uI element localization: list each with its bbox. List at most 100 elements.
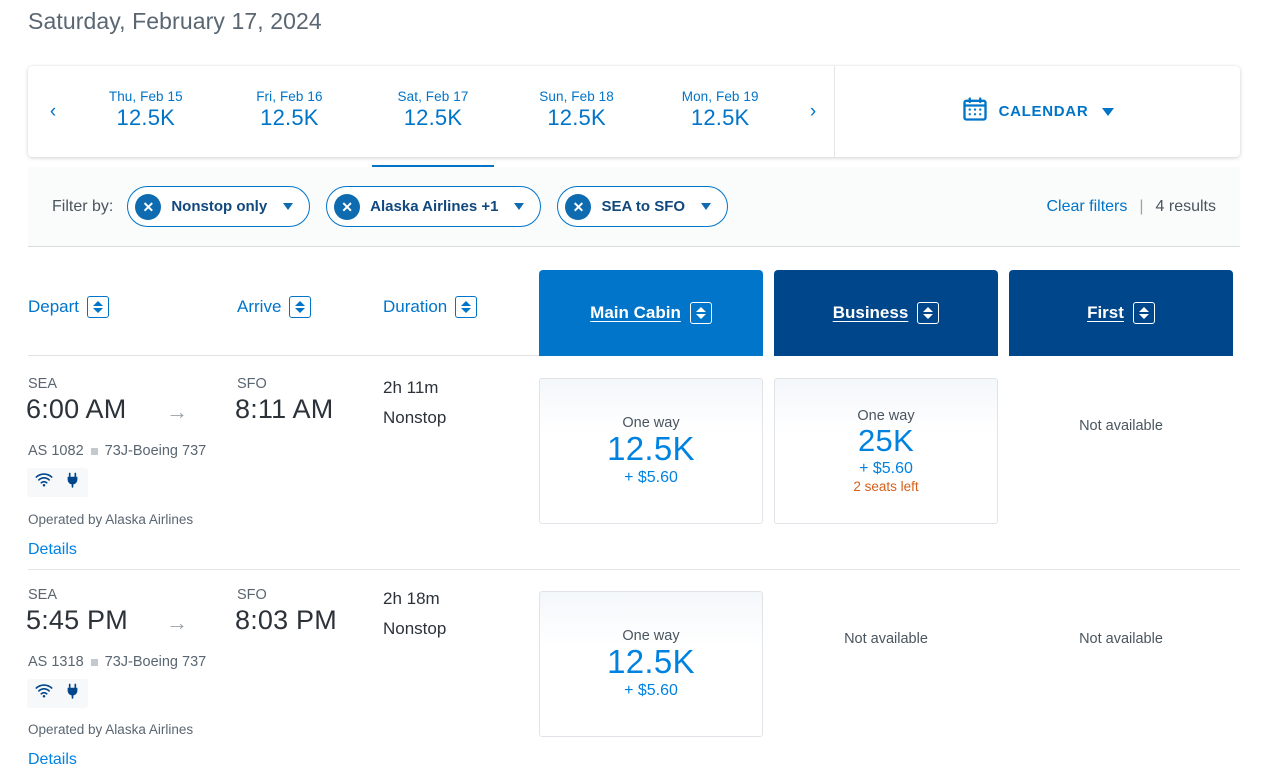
- fare-tax: + $5.60: [624, 468, 678, 486]
- column-header-main-cabin[interactable]: Main Cabin: [539, 270, 763, 356]
- column-header-business[interactable]: Business: [774, 270, 998, 356]
- flight-number: AS 1082: [28, 443, 84, 459]
- column-header-depart[interactable]: Depart: [28, 296, 110, 318]
- filter-chip-label: Nonstop only: [171, 198, 268, 215]
- amenities-list: [27, 679, 88, 708]
- table-row[interactable]: SEA 6:00 AM → SFO 8:11 AM 2h 11m Nonstop…: [0, 356, 1279, 569]
- fare-type: One way: [622, 628, 680, 645]
- close-circle-icon[interactable]: ✕: [135, 193, 162, 220]
- fare-card-business[interactable]: One way 25K + $5.60 2 seats left: [774, 378, 998, 524]
- flight-number-row: AS 1318 73J-Boeing 737: [28, 654, 206, 670]
- date-tab-price: 12.5K: [260, 104, 319, 130]
- chevron-right-icon[interactable]: ›: [809, 101, 817, 122]
- fare-miles: 12.5K: [607, 430, 695, 468]
- arrow-right-icon: →: [166, 610, 188, 635]
- caret-down-icon: [1102, 107, 1115, 116]
- clear-filters-link[interactable]: Clear filters: [1046, 197, 1128, 215]
- separator-dot-icon: [90, 447, 98, 455]
- date-tab-dow: Mon, Feb 19: [681, 88, 759, 104]
- calendar-button[interactable]: CALENDAR: [835, 66, 1240, 157]
- date-tab-thu-feb-15[interactable]: Thu, Feb 15 12.5K: [74, 66, 218, 157]
- sort-updown-icon[interactable]: [689, 302, 712, 324]
- date-tabs: Thu, Feb 15 12.5K Fri, Feb 16 12.5K Sat,…: [74, 66, 792, 157]
- date-tab-price: 12.5K: [403, 104, 463, 130]
- table-row[interactable]: SEA 5:45 PM → SFO 8:03 PM 2h 18m Nonstop…: [0, 569, 1279, 775]
- header-divider: [28, 355, 539, 356]
- arrive-time: 8:11 AM: [235, 394, 334, 424]
- flight-number-row: AS 1082 73J-Boeing 737: [28, 443, 206, 459]
- date-tab-mon-feb-19[interactable]: Mon, Feb 19 12.5K: [648, 66, 792, 157]
- amenities-list: [27, 468, 88, 497]
- fare-miles: 25K: [857, 423, 915, 459]
- filter-bar-actions: Clear filters | 4 results: [1046, 198, 1216, 216]
- date-strip-nav: ‹ Thu, Feb 15 12.5K Fri, Feb 16 12.5K Sa…: [28, 66, 835, 157]
- operated-by: Operated by Alaska Airlines: [28, 512, 194, 527]
- divider: |: [1139, 197, 1144, 215]
- filter-chip-label: SEA to SFO: [601, 198, 686, 215]
- fare-miles: 12.5K: [607, 643, 695, 681]
- sort-updown-icon[interactable]: [1132, 302, 1155, 324]
- seats-left-badge: 2 seats left: [853, 478, 919, 494]
- filter-chip-sea-to-sfo[interactable]: ✕ SEA to SFO: [557, 186, 729, 227]
- calendar-button-label: CALENDAR: [998, 103, 1089, 120]
- flight-duration: 2h 11m: [383, 378, 439, 397]
- date-strip-card: ‹ Thu, Feb 15 12.5K Fri, Feb 16 12.5K Sa…: [28, 66, 1240, 157]
- arrive-airport: SFO: [237, 376, 267, 392]
- fare-tax: + $5.60: [859, 459, 913, 477]
- column-header-first[interactable]: First: [1009, 270, 1233, 356]
- date-tab-dow: Fri, Feb 16: [256, 88, 323, 104]
- fare-card-main-cabin[interactable]: One way 12.5K + $5.60: [539, 378, 763, 524]
- cabin-header-label: Business: [832, 303, 909, 322]
- date-tab-dow: Sun, Feb 18: [539, 88, 614, 104]
- fare-card-main-cabin[interactable]: One way 12.5K + $5.60: [539, 591, 763, 737]
- flight-stops: Nonstop: [383, 619, 447, 638]
- results-column-headers: Depart Arrive Duration Main Cabin Busine…: [0, 270, 1279, 356]
- sort-updown-icon[interactable]: [917, 302, 940, 324]
- fare-type: One way: [622, 415, 680, 432]
- close-circle-icon[interactable]: ✕: [565, 193, 592, 220]
- date-tab-sun-feb-18[interactable]: Sun, Feb 18 12.5K: [505, 66, 649, 157]
- details-link[interactable]: Details: [28, 751, 77, 768]
- fare-unavailable-first: Not available: [1079, 418, 1163, 434]
- sort-updown-icon[interactable]: [455, 296, 478, 318]
- arrow-right-icon: →: [166, 399, 188, 424]
- column-header-label: Arrive: [237, 297, 282, 316]
- column-header-arrive[interactable]: Arrive: [237, 296, 312, 318]
- calendar-icon: [961, 95, 989, 128]
- sort-updown-icon[interactable]: [289, 296, 312, 318]
- cabin-header-label: First: [1087, 303, 1124, 322]
- flight-number: AS 1318: [28, 654, 84, 670]
- date-tab-sat-feb-17[interactable]: Sat, Feb 17 12.5K: [361, 66, 505, 157]
- chevron-left-icon[interactable]: ‹: [49, 101, 57, 122]
- fare-tax: + $5.60: [624, 681, 678, 699]
- filter-by-label: Filter by:: [52, 197, 114, 215]
- close-circle-icon[interactable]: ✕: [334, 193, 361, 220]
- cabin-header-label: Main Cabin: [590, 303, 681, 322]
- date-tab-fri-feb-16[interactable]: Fri, Feb 16 12.5K: [218, 66, 362, 157]
- sort-updown-icon[interactable]: [87, 296, 110, 318]
- wifi-icon: [35, 473, 53, 492]
- column-header-label: Depart: [28, 297, 80, 316]
- details-link[interactable]: Details: [28, 541, 77, 558]
- caret-down-icon[interactable]: [701, 203, 712, 210]
- filter-chip-alaska-airlines[interactable]: ✕ Alaska Airlines +1: [326, 186, 542, 227]
- arrive-airport: SFO: [237, 587, 267, 603]
- fare-type: One way: [857, 408, 915, 425]
- power-outlet-icon: [65, 472, 80, 493]
- flight-duration: 2h 18m: [383, 589, 440, 608]
- caret-down-icon[interactable]: [283, 203, 294, 210]
- depart-airport: SEA: [28, 587, 58, 603]
- date-tab-dow: Thu, Feb 15: [108, 88, 183, 104]
- wifi-icon: [35, 684, 53, 703]
- row-divider: [28, 569, 1240, 570]
- caret-down-icon[interactable]: [514, 203, 525, 210]
- column-header-duration[interactable]: Duration: [383, 296, 478, 318]
- filter-chip-label: Alaska Airlines +1: [370, 198, 499, 215]
- power-outlet-icon: [65, 683, 80, 704]
- fare-unavailable-business: Not available: [844, 631, 928, 647]
- filter-chip-nonstop-only[interactable]: ✕ Nonstop only: [127, 186, 311, 227]
- date-tab-price: 12.5K: [547, 104, 606, 130]
- depart-time: 5:45 PM: [26, 605, 128, 635]
- date-tab-price: 12.5K: [116, 104, 176, 130]
